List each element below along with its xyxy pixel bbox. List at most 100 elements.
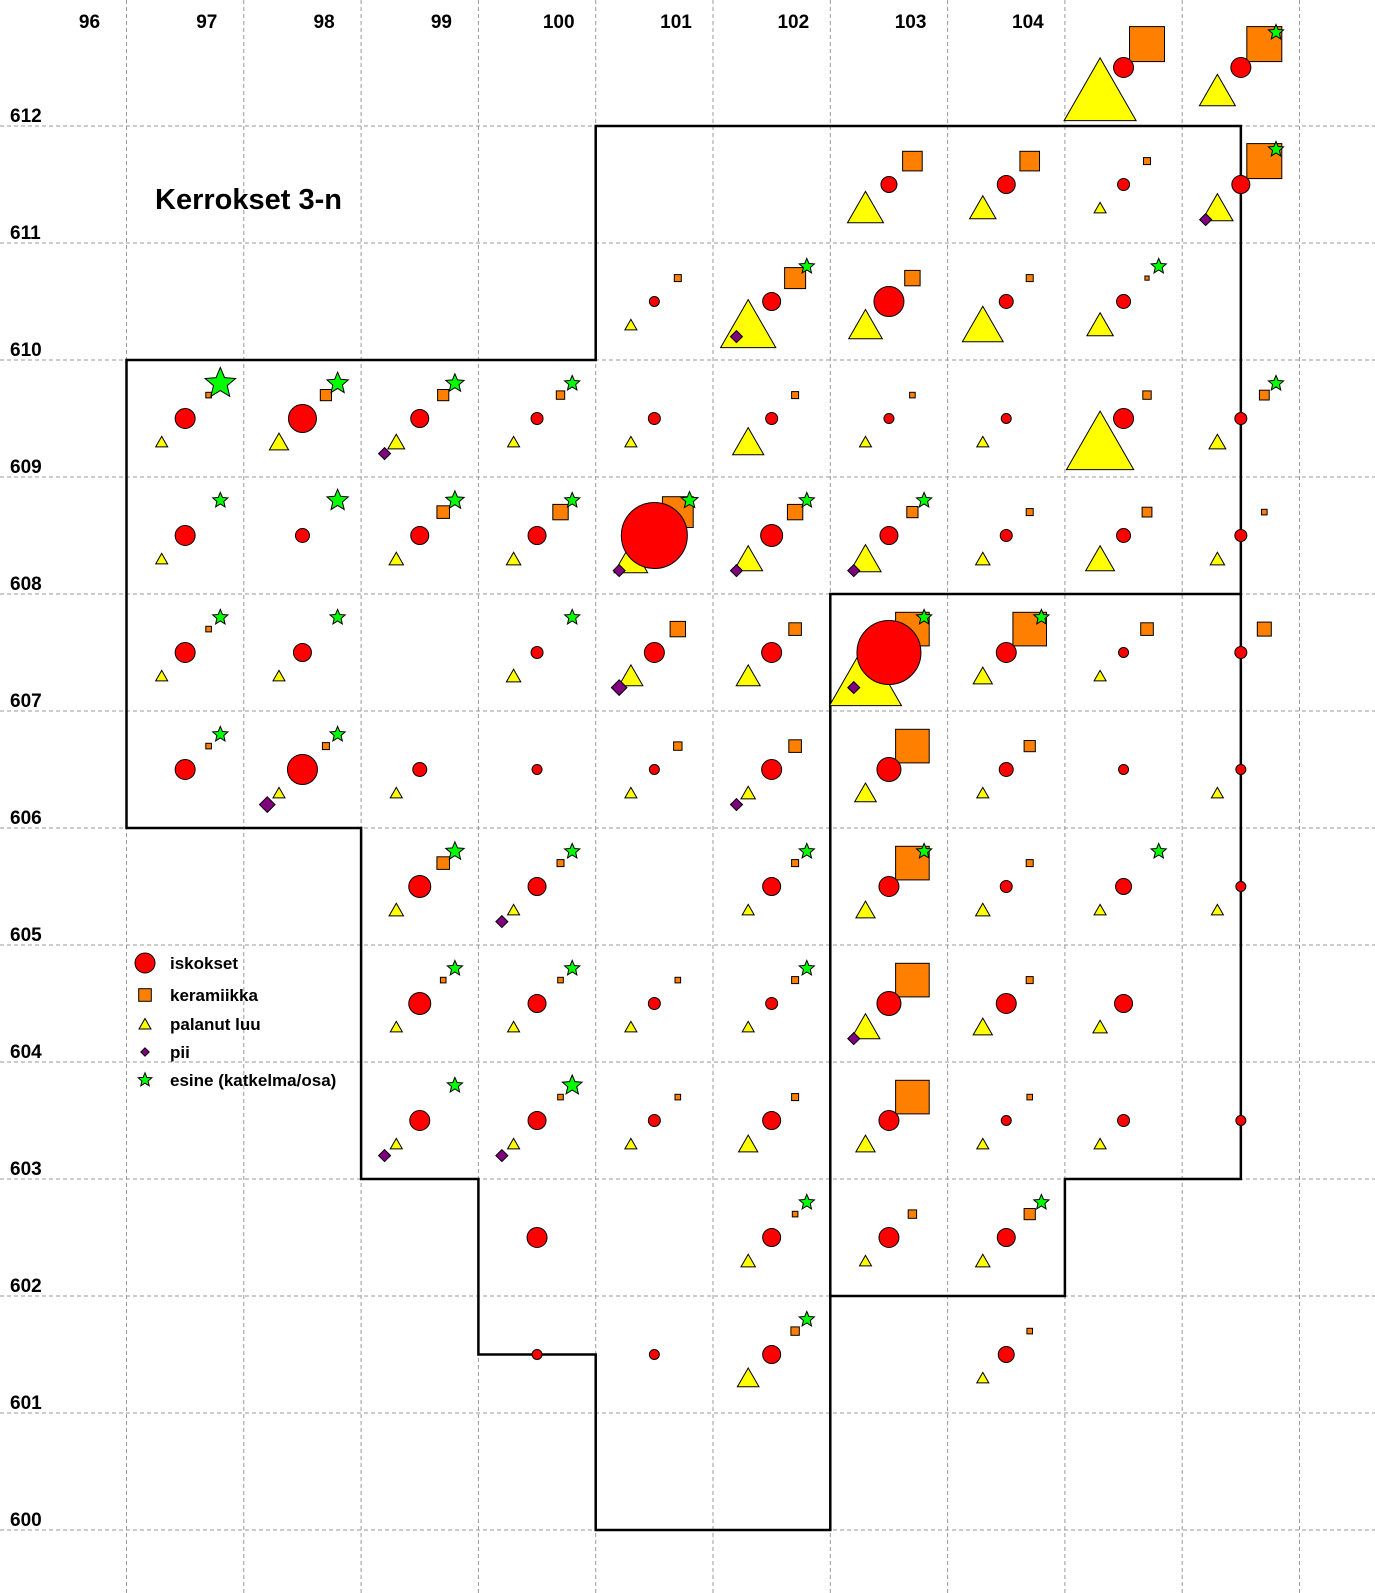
palanut-luu-marker: [154, 552, 169, 565]
keramiikka-marker: [902, 150, 923, 172]
palanut-luu-marker: [389, 786, 404, 799]
legend: iskokset keramiikka palanut luu pii esine (k…: [134, 952, 336, 1090]
iskokset-marker: [762, 877, 782, 896]
palanut-luu-marker: [624, 786, 638, 799]
iskokset-marker: [530, 412, 544, 425]
iskokset-marker: [1000, 1115, 1012, 1126]
pii-marker: [377, 446, 392, 461]
iskokset-marker: [1231, 175, 1251, 194]
palanut-luu-marker: [975, 786, 990, 799]
palanut-luu-marker: [154, 669, 169, 682]
pii-marker: [495, 914, 509, 929]
palanut-luu-marker: [624, 1020, 638, 1033]
keramiikka-marker: [205, 742, 212, 750]
iskokset-marker: [648, 764, 660, 775]
palanut-luu-marker: [975, 1137, 990, 1150]
iskokset-marker: [531, 1349, 543, 1360]
esine-series: [203, 23, 1285, 1327]
esine-marker: [1032, 608, 1051, 625]
palanut-luu-marker: [1093, 669, 1107, 682]
pii-marker: [729, 329, 744, 344]
palanut-luu-marker: [1093, 1137, 1107, 1150]
keramiikka-marker: [1142, 390, 1152, 400]
palanut-luu-marker: [858, 435, 873, 448]
palanut-luu-marker: [737, 1134, 759, 1153]
iskokset-marker: [765, 412, 779, 425]
keramiikka-marker: [909, 391, 916, 399]
iskokset-marker: [1000, 413, 1012, 424]
legend-label: esine (katkelma/osa): [170, 1071, 336, 1090]
palanut-luu-marker: [1198, 73, 1237, 107]
x-tick-label: 96: [79, 12, 100, 33]
iskokset-marker: [410, 409, 430, 428]
iskokset-marker: [174, 525, 196, 546]
keramiikka-marker: [321, 742, 330, 751]
iskokset-marker: [530, 646, 544, 659]
keramiikka-marker: [555, 390, 566, 400]
keramiikka-marker: [674, 976, 682, 984]
axis-tick-labels: 96 97 98 99 100 101 102 103 104 612 611 610 609 608 60…: [10, 12, 1044, 1531]
palanut-luu-marker: [731, 426, 765, 456]
esine-marker: [797, 959, 816, 976]
palanut-luu-marker: [506, 903, 521, 916]
esine-marker: [203, 366, 237, 398]
iskokset-marker: [527, 1111, 547, 1130]
palanut-luu-marker: [1065, 410, 1135, 471]
keramiikka-marker: [1025, 859, 1034, 868]
palanut-luu-marker: [735, 663, 762, 687]
keramiikka-series: [205, 26, 1283, 1336]
y-tick-label: 604: [10, 1042, 42, 1063]
iskokset-marker: [760, 524, 784, 547]
pii-marker: [610, 679, 628, 697]
palanut-luu-marker: [1063, 56, 1137, 122]
esine-marker: [563, 842, 582, 859]
pii-marker: [258, 796, 276, 814]
iskokset-marker: [527, 877, 547, 896]
palanut-luu-marker: [858, 1254, 873, 1267]
palanut-luu-series: [154, 56, 1237, 1388]
palanut-luu-marker: [736, 1366, 760, 1388]
iskokset-marker: [1235, 764, 1247, 775]
keramiikka-marker: [557, 976, 564, 984]
palanut-luu-marker: [1084, 544, 1116, 572]
palanut-luu-marker: [1093, 201, 1107, 214]
esine-marker: [328, 725, 347, 742]
keramiikka-marker: [791, 859, 800, 868]
palanut-luu-marker: [853, 781, 878, 803]
esine-marker: [563, 491, 582, 508]
iskokset-marker: [643, 642, 665, 663]
keramiikka-marker: [1144, 275, 1150, 281]
esine-marker: [563, 374, 582, 391]
iskokset-marker: [647, 997, 661, 1010]
palanut-luu-marker: [974, 551, 991, 566]
keramiikka-marker: [907, 1209, 918, 1219]
iskokset-marker: [174, 408, 196, 429]
palanut-luu-marker: [624, 435, 638, 448]
esine-marker: [563, 608, 582, 625]
legend-palanut-luu-icon: [138, 1017, 152, 1030]
iskokset-marker: [1235, 1115, 1247, 1126]
palanut-luu-marker: [272, 786, 286, 799]
iskokset-marker: [174, 642, 196, 663]
keramiikka-marker: [791, 1093, 800, 1102]
iskokset-marker: [878, 1227, 900, 1248]
iskokset-marker: [876, 991, 902, 1016]
legend-esine-icon: [136, 1071, 154, 1087]
palanut-luu-marker: [268, 432, 290, 451]
keramiikka-marker: [788, 739, 802, 753]
keramiikka-marker: [1261, 508, 1268, 516]
iskokset-marker: [531, 764, 543, 775]
keramiikka-marker: [1025, 274, 1034, 283]
legend-label: keramiikka: [170, 986, 258, 1005]
y-tick-label: 612: [10, 106, 42, 127]
palanut-luu-marker: [741, 903, 756, 916]
iskokset-marker: [647, 1114, 661, 1127]
iskokset-marker: [408, 992, 432, 1015]
iskokset-marker: [761, 642, 783, 663]
artifact-markers: [154, 23, 1285, 1388]
esine-marker: [211, 725, 230, 742]
esine-marker: [444, 489, 466, 510]
iskokset-marker: [1234, 412, 1248, 425]
keramiikka-marker: [439, 976, 447, 984]
